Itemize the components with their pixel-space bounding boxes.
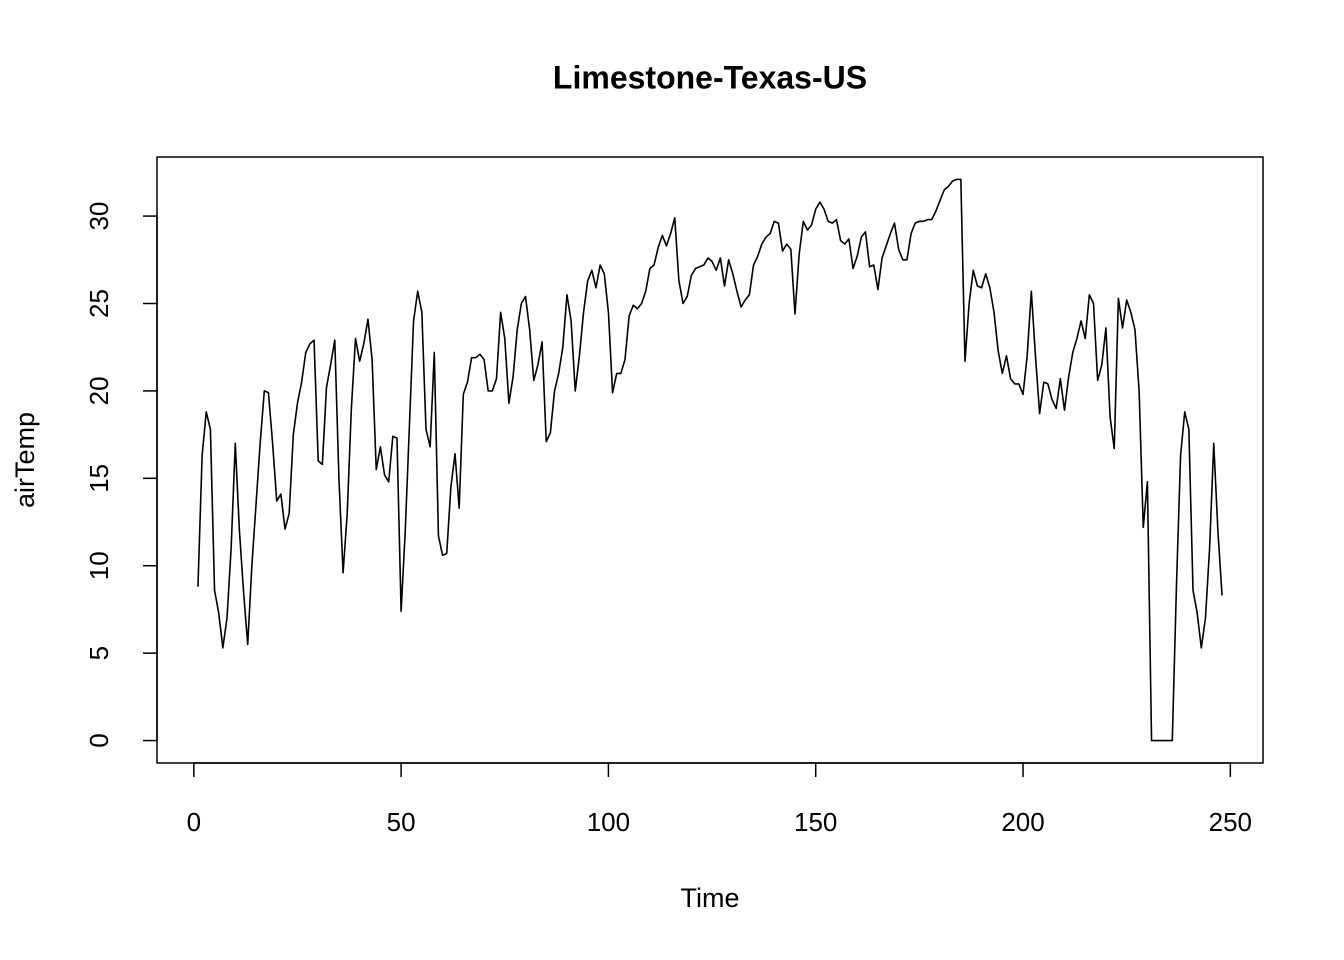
y-tick-label: 20 (84, 376, 114, 405)
x-tick-label: 150 (794, 807, 837, 837)
x-tick-label: 100 (587, 807, 630, 837)
y-tick-label: 0 (84, 733, 114, 747)
y-tick-label: 15 (84, 464, 114, 493)
y-axis-label: airTemp (10, 412, 40, 508)
x-tick-label: 50 (387, 807, 416, 837)
chart-title: Limestone-Texas-US (553, 59, 867, 95)
y-tick-label: 30 (84, 202, 114, 231)
y-tick-label: 5 (84, 646, 114, 660)
x-axis-label: Time (681, 883, 740, 913)
x-tick-label: 200 (1001, 807, 1044, 837)
x-tick-label: 250 (1209, 807, 1252, 837)
x-tick-label: 0 (187, 807, 201, 837)
data-line (197, 178, 1223, 742)
y-tick-label: 25 (84, 289, 114, 318)
y-tick-label: 10 (84, 551, 114, 580)
